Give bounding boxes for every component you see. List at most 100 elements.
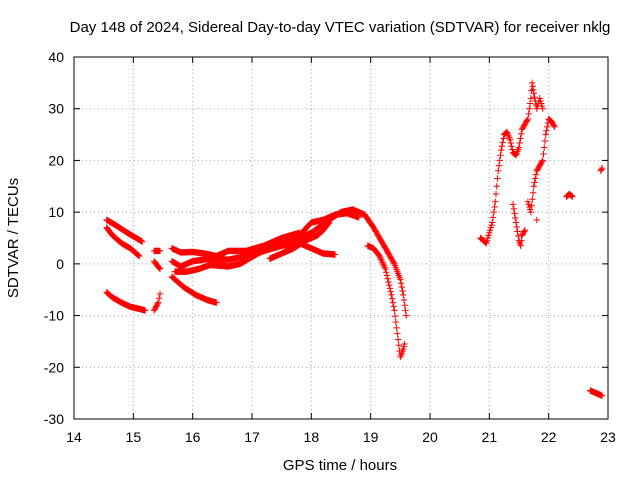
data-point: [512, 219, 520, 226]
data-point: [495, 162, 503, 169]
data-point: [380, 262, 388, 269]
data-point: [156, 265, 164, 273]
data-point: [400, 291, 407, 299]
data-point: [531, 93, 538, 101]
x-tick-label: 21: [482, 429, 498, 445]
data-point: [393, 324, 400, 332]
x-tick-label: 16: [185, 429, 201, 445]
data-point: [528, 79, 536, 87]
chart-title: Day 148 of 2024, Sidereal Day-to-day VTE…: [70, 19, 611, 36]
data-point: [532, 175, 539, 182]
data-point: [386, 281, 393, 289]
data-point: [331, 251, 339, 258]
data-point: [388, 295, 396, 302]
data-point: [213, 299, 220, 306]
data-point: [495, 167, 502, 174]
data-point: [136, 252, 143, 260]
data-point: [551, 123, 558, 131]
data-point: [530, 90, 538, 97]
data-point: [513, 223, 520, 231]
data-point: [521, 227, 529, 234]
data-point: [539, 157, 546, 164]
data-point: [391, 313, 399, 320]
data-point: [500, 135, 507, 142]
data-point: [397, 276, 404, 283]
data-point: [516, 139, 523, 147]
data-point: [529, 83, 536, 90]
data-point: [380, 260, 387, 268]
data-point: [508, 143, 515, 150]
data-point: [520, 228, 528, 235]
data-point: [542, 131, 549, 138]
data-point: [567, 192, 575, 199]
x-tick-label: 18: [304, 429, 320, 445]
axis-ticks: 14 15 16 17 18 19 20 21 22 23 -30 -20 -10 0 10 20 30 40: [44, 49, 616, 445]
data-point: [543, 123, 551, 131]
data-point: [403, 312, 410, 319]
y-tick-label: 20: [48, 152, 64, 168]
data-point: [401, 302, 408, 309]
data-point: [385, 278, 392, 286]
data-point: [389, 299, 397, 306]
data-point: [387, 288, 394, 295]
data-point: [529, 196, 536, 203]
data-point: [388, 291, 395, 299]
data-point: [377, 254, 384, 261]
data-point: [517, 135, 524, 142]
data-point: [155, 299, 162, 306]
x-tick-label: 20: [422, 429, 438, 445]
data-point: [518, 130, 525, 138]
data-point: [401, 340, 408, 348]
y-axis-label: SDTVAR / TECUs: [5, 178, 22, 298]
data-point: [506, 136, 514, 143]
data-point: [533, 216, 540, 224]
data-point: [400, 296, 408, 304]
data-point: [523, 117, 531, 124]
data-point: [512, 151, 519, 158]
data-point: [526, 105, 533, 112]
data-point: [489, 219, 496, 226]
data-point: [518, 237, 525, 244]
data-point: [541, 137, 549, 145]
data-point: [509, 201, 517, 208]
data-point: [390, 259, 397, 266]
data-point: [402, 307, 409, 314]
data-point: [530, 183, 538, 190]
data-point: [498, 143, 506, 150]
data-point: [382, 265, 389, 273]
data-point: [525, 110, 532, 118]
data-point: [512, 214, 519, 222]
data-point: [503, 129, 510, 136]
data-point: [543, 127, 550, 134]
data-point: [383, 269, 390, 276]
x-tick-label: 17: [244, 429, 260, 445]
data-point: [494, 175, 501, 182]
data-point: [539, 105, 546, 112]
data-point: [139, 238, 146, 245]
data-point: [156, 264, 163, 272]
data-point: [491, 203, 498, 211]
data-point: [390, 303, 397, 310]
data-point: [598, 164, 606, 172]
data-point: [383, 272, 391, 279]
data-point: [550, 122, 558, 129]
data-point: [524, 115, 532, 123]
data-point: [514, 228, 521, 235]
data-point: [325, 219, 333, 226]
data-point: [325, 220, 332, 227]
data-point: [355, 214, 362, 221]
data-point: [384, 275, 391, 282]
x-tick-label: 14: [66, 429, 82, 445]
data-point: [568, 192, 575, 200]
data-point: [527, 208, 535, 216]
y-tick-label: 10: [48, 204, 64, 220]
data-point: [499, 139, 506, 146]
data-point: [376, 252, 383, 260]
data-point: [541, 144, 548, 151]
data-point: [398, 283, 406, 291]
y-tick-label: 30: [48, 101, 64, 117]
data-point: [391, 307, 398, 314]
data-point: [386, 285, 394, 292]
y-tick-label: -20: [44, 359, 64, 375]
